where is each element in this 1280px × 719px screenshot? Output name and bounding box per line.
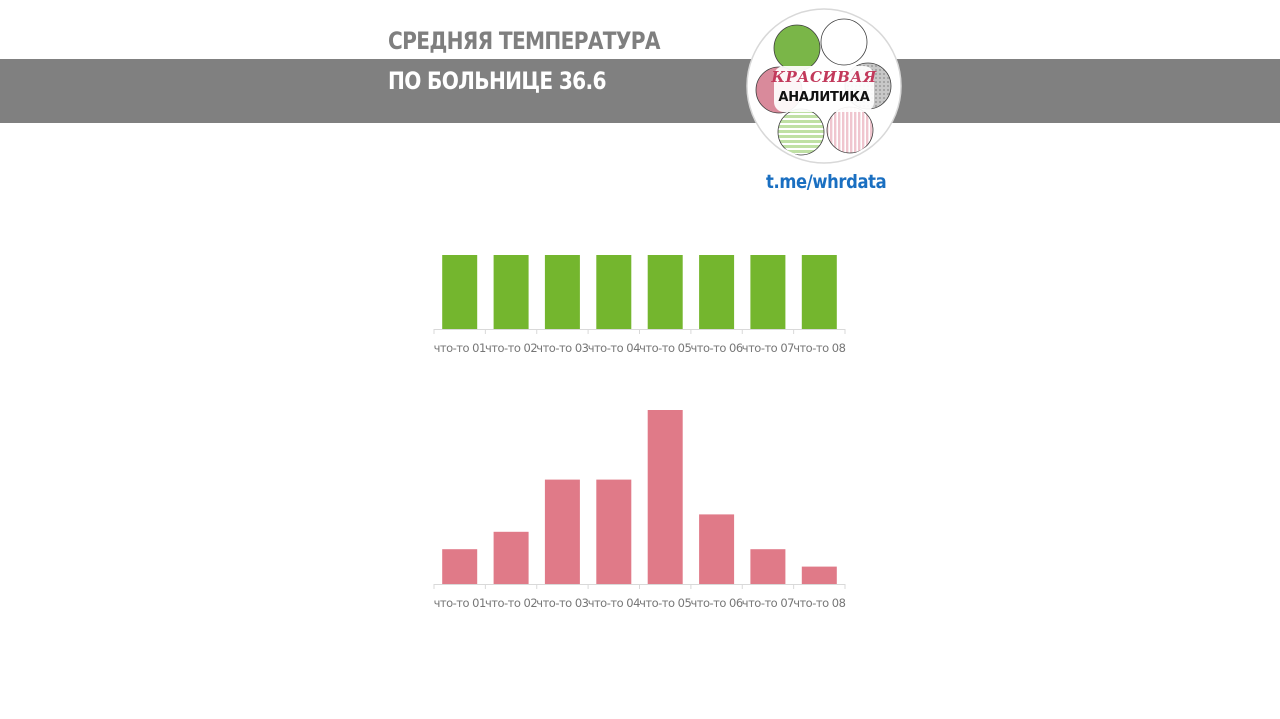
pink-bar-1 bbox=[442, 549, 478, 584]
pink-x-tick-label-8: что-то 08 bbox=[793, 596, 845, 610]
green-x-tick-label-3: что-то 03 bbox=[536, 341, 588, 355]
green-x-tick-label-7: что-то 07 bbox=[742, 341, 794, 355]
green-bar-4 bbox=[596, 255, 632, 329]
green-bar-1 bbox=[442, 255, 478, 329]
page-title-line-1: СРЕДНЯЯ ТЕМПЕРАТУРА bbox=[388, 27, 660, 55]
green-bar-2 bbox=[493, 255, 529, 329]
pink-x-tick-label-7: что-то 07 bbox=[742, 596, 794, 610]
pink-bar-6 bbox=[699, 514, 735, 584]
logo-white-circle bbox=[820, 18, 868, 66]
header-band bbox=[0, 59, 1280, 123]
logo-text-top: КРАСИВАЯ bbox=[771, 68, 877, 86]
green-bar-3 bbox=[544, 255, 580, 329]
pink-bar-3 bbox=[544, 479, 580, 584]
pink-bar-7 bbox=[750, 549, 786, 584]
pink-bar-8 bbox=[801, 566, 837, 584]
logo-striped-pink-circle bbox=[826, 106, 874, 154]
green-x-tick-label-8: что-то 08 bbox=[793, 341, 845, 355]
green-bar-6 bbox=[699, 255, 735, 329]
green-x-tick-label-5: что-то 05 bbox=[639, 341, 691, 355]
page-title-line-2: ПО БОЛЬНИЦЕ 36.6 bbox=[388, 67, 607, 95]
pink-x-tick-label-5: что-то 05 bbox=[639, 596, 691, 610]
green-bar-8 bbox=[801, 255, 837, 329]
pink-x-tick-label-4: что-то 04 bbox=[588, 596, 640, 610]
pink-bar-4 bbox=[596, 479, 632, 584]
pink-x-tick-label-1: что-то 01 bbox=[434, 596, 486, 610]
logo-text-backdrop bbox=[774, 66, 874, 112]
logo-striped-green-circle bbox=[777, 108, 825, 156]
pink-bar-5 bbox=[647, 410, 683, 584]
channel-link[interactable]: t.me/whrdata bbox=[766, 171, 887, 193]
logo-text-bottom: АНАЛИТИКА bbox=[778, 90, 870, 105]
green-x-tick-label-4: что-то 04 bbox=[588, 341, 640, 355]
logo bbox=[746, 8, 902, 164]
logo-green-circle bbox=[773, 24, 821, 72]
pink-x-tick-label-6: что-то 06 bbox=[690, 596, 742, 610]
green-x-tick-label-1: что-то 01 bbox=[434, 341, 486, 355]
pink-bar-2 bbox=[493, 531, 529, 584]
green-bar-5 bbox=[647, 255, 683, 329]
green-x-tick-label-2: что-то 02 bbox=[485, 341, 537, 355]
green-x-tick-label-6: что-то 06 bbox=[690, 341, 742, 355]
pink-x-tick-label-2: что-то 02 bbox=[485, 596, 537, 610]
green-bar-7 bbox=[750, 255, 786, 329]
pink-x-tick-label-3: что-то 03 bbox=[536, 596, 588, 610]
